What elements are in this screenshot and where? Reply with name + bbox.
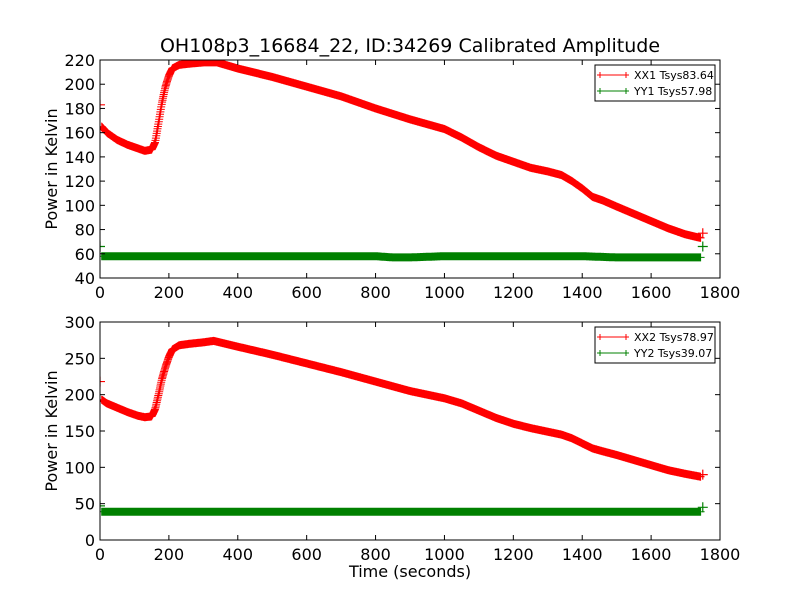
legend-label: YY2 Tsys39.07	[633, 347, 712, 360]
legend-box	[594, 64, 716, 102]
legend-marker	[597, 88, 629, 94]
x-tick-label: 200	[154, 545, 185, 564]
chart-title: OH108p3_16684_22, ID:34269 Calibrated Am…	[160, 35, 660, 57]
x-tick-label: 1600	[631, 545, 672, 564]
y-axis-label: Power in Kelvin	[42, 108, 61, 229]
y-tick-label: 250	[64, 349, 95, 368]
x-tick-label: 0	[95, 545, 105, 564]
series-markers	[100, 60, 705, 242]
legend: XX2 Tsys78.97 YY2 Tsys39.07	[594, 326, 716, 364]
x-tick-label: 1200	[493, 545, 534, 564]
data-point-start	[100, 99, 105, 110]
series-markers	[100, 507, 705, 516]
series-markers	[100, 252, 705, 262]
y-tick-label: 120	[64, 172, 95, 191]
axes-frame	[99, 59, 721, 279]
legend-label: XX1 Tsys83.64	[634, 69, 714, 82]
x-tick-label: 600	[291, 283, 322, 302]
x-tick-label: 1200	[493, 283, 534, 302]
y-tick-label: 100	[64, 458, 95, 477]
legend-marker	[597, 72, 629, 78]
x-tick-label: 800	[360, 283, 391, 302]
x-tick-label: 400	[223, 545, 254, 564]
series-xx2	[100, 336, 708, 481]
legend-label: YY1 Tsys57.98	[633, 85, 712, 98]
series-yy1	[100, 241, 708, 262]
y-tick-label: 100	[64, 196, 95, 215]
y-tick-label: 140	[64, 148, 95, 167]
x-tick-label: 600	[291, 545, 322, 564]
x-tick-label: 1400	[562, 545, 603, 564]
legend-label: XX2 Tsys78.97	[634, 331, 714, 344]
legend: XX1 Tsys83.64 YY1 Tsys57.98	[594, 64, 716, 102]
y-tick-label: 180	[64, 99, 95, 118]
y-axis-label: Power in Kelvin	[42, 370, 61, 491]
plot-bottom: 0 200 400 600 800 1000 1200 1400 1600 1800 0 50 100 1…	[42, 313, 740, 564]
x-tick-label: 1400	[562, 283, 603, 302]
y-tick-label: 150	[64, 422, 95, 441]
data-point-end	[697, 469, 708, 480]
y-tick-label: 50	[75, 495, 95, 514]
x-tick-label: 1000	[424, 283, 465, 302]
y-tick-label: 160	[64, 124, 95, 143]
legend-box	[594, 326, 716, 364]
data-point-end	[697, 502, 708, 513]
y-tick-label: 60	[75, 245, 95, 264]
y-tick-label: 200	[64, 75, 95, 94]
x-tick-label: 1800	[700, 283, 741, 302]
y-tick-label: 300	[64, 313, 95, 332]
y-tick-label: 200	[64, 386, 95, 405]
y-tick-label: 0	[85, 531, 95, 550]
plot-top: 0 200 400 600 800 1000 1200 1400 1600 1800 40 60 80 1…	[42, 51, 740, 302]
data-point-start	[100, 376, 105, 387]
x-tick-label: 1000	[424, 545, 465, 564]
data-point-start	[100, 500, 105, 511]
series-yy2	[100, 500, 708, 516]
x-tick-label: 1600	[631, 283, 672, 302]
legend-marker	[597, 334, 629, 340]
x-axis-label: Time (seconds)	[348, 562, 471, 581]
series-xx1	[100, 60, 708, 242]
x-tick-label: 800	[360, 545, 391, 564]
x-tick-label: 0	[95, 283, 105, 302]
data-point-end	[697, 228, 708, 239]
y-tick-label: 220	[64, 51, 95, 70]
series-markers	[100, 336, 705, 481]
data-point-start	[100, 241, 105, 252]
legend-marker	[597, 350, 629, 356]
y-tick-label: 40	[75, 269, 95, 288]
y-tick-label: 80	[75, 221, 95, 240]
x-tick-label: 200	[154, 283, 185, 302]
x-tick-label: 1800	[700, 545, 741, 564]
data-point-end	[697, 241, 708, 252]
x-tick-label: 400	[223, 283, 254, 302]
